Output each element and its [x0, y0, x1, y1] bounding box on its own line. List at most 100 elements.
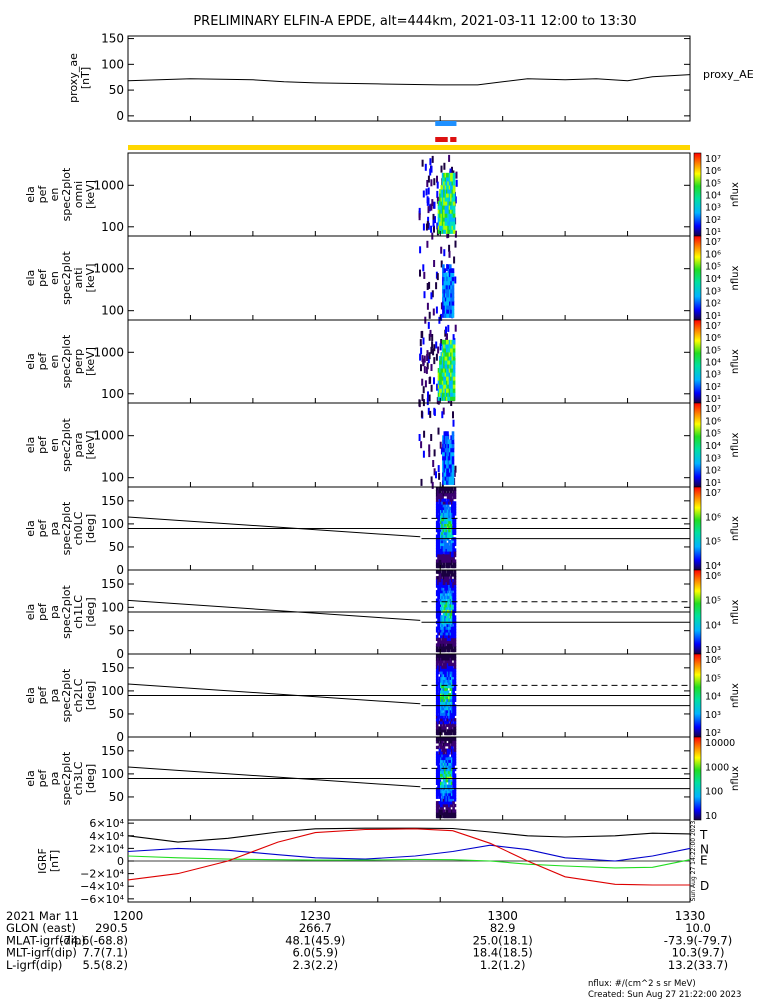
spectrogram-cell [452, 334, 455, 342]
spectrogram-cell [453, 718, 457, 722]
spectrogram-cell [430, 165, 433, 173]
spectrogram-cell [448, 244, 451, 252]
spectrogram-cell [437, 731, 440, 736]
spectrogram-cell [452, 176, 456, 182]
spectrogram-cell [452, 587, 455, 591]
spectrogram-cell [437, 729, 440, 733]
spectrogram-cell [452, 556, 455, 560]
spectrogram-cell [444, 726, 447, 730]
spectrogram-cell [452, 529, 455, 533]
spectrogram-cell [446, 280, 449, 286]
proxy-ae-line [127, 74, 691, 86]
spectrogram-cell [446, 439, 449, 445]
spectrogram-cell [447, 217, 450, 222]
panel-ylabel: perp [72, 349, 85, 374]
spectrogram-cell [442, 606, 446, 611]
spectrogram-cell [444, 435, 448, 440]
spectrogram-cell [450, 443, 453, 449]
spectrogram-cell [446, 634, 450, 639]
spectrogram-cell [452, 553, 455, 558]
colorbar-tick-label: 10⁷ [705, 404, 721, 415]
spectrogram-cell [441, 790, 444, 794]
spectrogram-cell [444, 176, 448, 182]
spectrogram-cell [453, 587, 457, 591]
spectrogram-cell [452, 795, 455, 799]
panel-ylabel: proxy_ae [67, 53, 80, 103]
spectrogram-cell [444, 604, 447, 608]
spectrogram-cell [438, 548, 442, 552]
plot-title: PRELIMINARY ELFIN-A EPDE, alt=444km, 202… [193, 14, 636, 29]
spectrogram-cell [440, 576, 443, 580]
spectrogram-cell [437, 618, 440, 622]
igrf-series-D [127, 828, 690, 886]
spectrogram-cell [448, 573, 451, 577]
spectrogram-cell [453, 679, 457, 683]
spectrogram-cell [449, 679, 453, 683]
spectrogram-cell [438, 662, 442, 667]
spectrogram-cell [430, 203, 433, 211]
spectrogram-cell [441, 584, 444, 588]
spectrogram-cell [446, 581, 450, 585]
spectrogram-cell [448, 606, 451, 611]
spectrogram-cell [437, 595, 440, 599]
spectrogram-cell [422, 264, 425, 272]
panel-ylabel: spec2plot [60, 668, 73, 722]
y-tick-label: 150 [101, 661, 124, 675]
spectrogram-cell [452, 812, 455, 816]
spectrogram-cell [438, 657, 442, 661]
spectrogram-cell [446, 737, 450, 741]
spectrogram-cell [447, 472, 451, 477]
panel-ylabel: spec2plot [60, 501, 73, 555]
spectrogram-cell [427, 206, 430, 214]
spectrogram-cell [426, 350, 429, 358]
spectrogram-cell [451, 296, 455, 302]
spectrogram-cell [444, 523, 447, 527]
spectrogram-cell [440, 814, 443, 819]
spectrogram-cell [438, 720, 442, 725]
spectrogram-cell [434, 216, 436, 224]
spectrogram-cell [452, 504, 455, 508]
spectrogram-cell [437, 384, 441, 389]
spectrogram-cell [453, 814, 457, 819]
colorbar-tick-label: 10⁴ [705, 441, 721, 452]
spectrogram-cell [444, 463, 448, 469]
colorbar-tick-label: 10⁶ [705, 166, 721, 177]
spectrogram-cell [439, 376, 442, 381]
spectrogram-cell [451, 480, 455, 485]
spectrogram-cell [449, 803, 453, 808]
spectrogram-cell [448, 698, 451, 702]
spectrogram-cell [442, 643, 446, 647]
spectrogram-cell [444, 584, 447, 588]
spectrogram-cell [419, 269, 421, 277]
spectrogram-cell [442, 540, 446, 544]
spectrogram-cell [448, 564, 451, 569]
panel-ylabel: en [48, 438, 61, 452]
spectrogram-cell [435, 646, 439, 650]
spectrogram-cell [437, 745, 440, 750]
spectrogram-cell [442, 626, 446, 630]
spectrogram-cell [449, 562, 453, 566]
spectrogram-cell [453, 707, 457, 711]
spectrogram-cell [452, 180, 456, 186]
spectrogram-cell [451, 447, 455, 453]
spectrogram-cell [448, 368, 452, 373]
spectrogram-cell [444, 776, 447, 780]
spectrogram-cell [422, 386, 425, 394]
spectrogram-cell [442, 632, 446, 636]
spectrogram-cell [433, 225, 435, 233]
spectrogram-cell [442, 798, 446, 802]
y-tick-label: 150 [101, 32, 124, 46]
spectrogram-cell [440, 339, 443, 346]
spectrogram-cell [446, 712, 450, 716]
panel-ylabel: [keV] [84, 264, 97, 293]
spectrogram-cell [430, 434, 433, 441]
spectrogram-cell [451, 623, 454, 627]
spectrogram-cell [444, 515, 447, 519]
spectrogram-cell [438, 696, 442, 700]
spectrogram-cell [447, 225, 450, 230]
spectrogram-cell [453, 634, 457, 639]
spectrogram-cell [453, 559, 457, 563]
colorbar-tick-label: 10⁴ [705, 692, 721, 703]
spectrogram-cell [437, 770, 440, 774]
